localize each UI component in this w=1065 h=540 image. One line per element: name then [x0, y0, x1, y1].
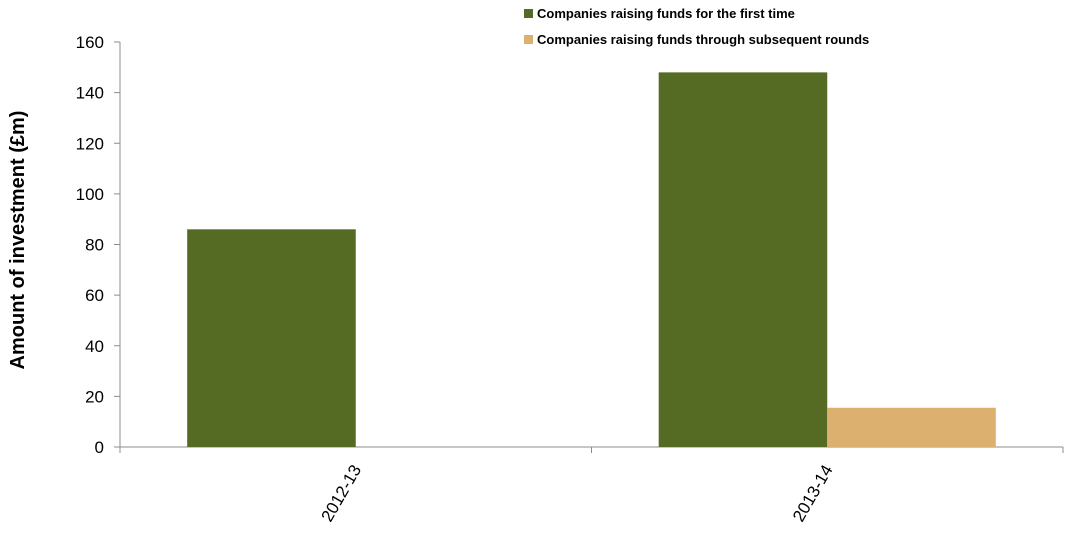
y-axis: 0 20 40 60 80 100 120 140 160 — [76, 33, 121, 457]
bar — [658, 72, 828, 447]
y-tick-label: 40 — [85, 337, 104, 356]
x-tick-label: 2013-14 — [789, 462, 837, 526]
bar — [827, 407, 996, 447]
y-tick-label: 60 — [85, 286, 104, 305]
y-tick-label: 160 — [76, 33, 104, 52]
y-tick-label: 100 — [76, 185, 104, 204]
y-tick-label: 120 — [76, 134, 104, 153]
x-tick-label: 2012-13 — [318, 462, 366, 526]
bar — [187, 229, 356, 447]
x-axis: 2012-13 2013-14 — [119, 446, 1064, 526]
y-tick-label: 20 — [85, 387, 104, 406]
y-tick-label: 80 — [85, 236, 104, 255]
legend: Companies raising funds for the first ti… — [524, 6, 869, 47]
y-axis-label: Amount of investment (£m) — [7, 111, 29, 370]
y-tick-label: 0 — [95, 438, 104, 457]
legend-swatch — [524, 9, 533, 18]
bars — [187, 72, 996, 447]
y-tick-label: 140 — [76, 84, 104, 103]
legend-swatch — [524, 35, 533, 44]
legend-label: Companies raising funds for the first ti… — [537, 6, 795, 21]
legend-label: Companies raising funds through subseque… — [537, 32, 869, 47]
